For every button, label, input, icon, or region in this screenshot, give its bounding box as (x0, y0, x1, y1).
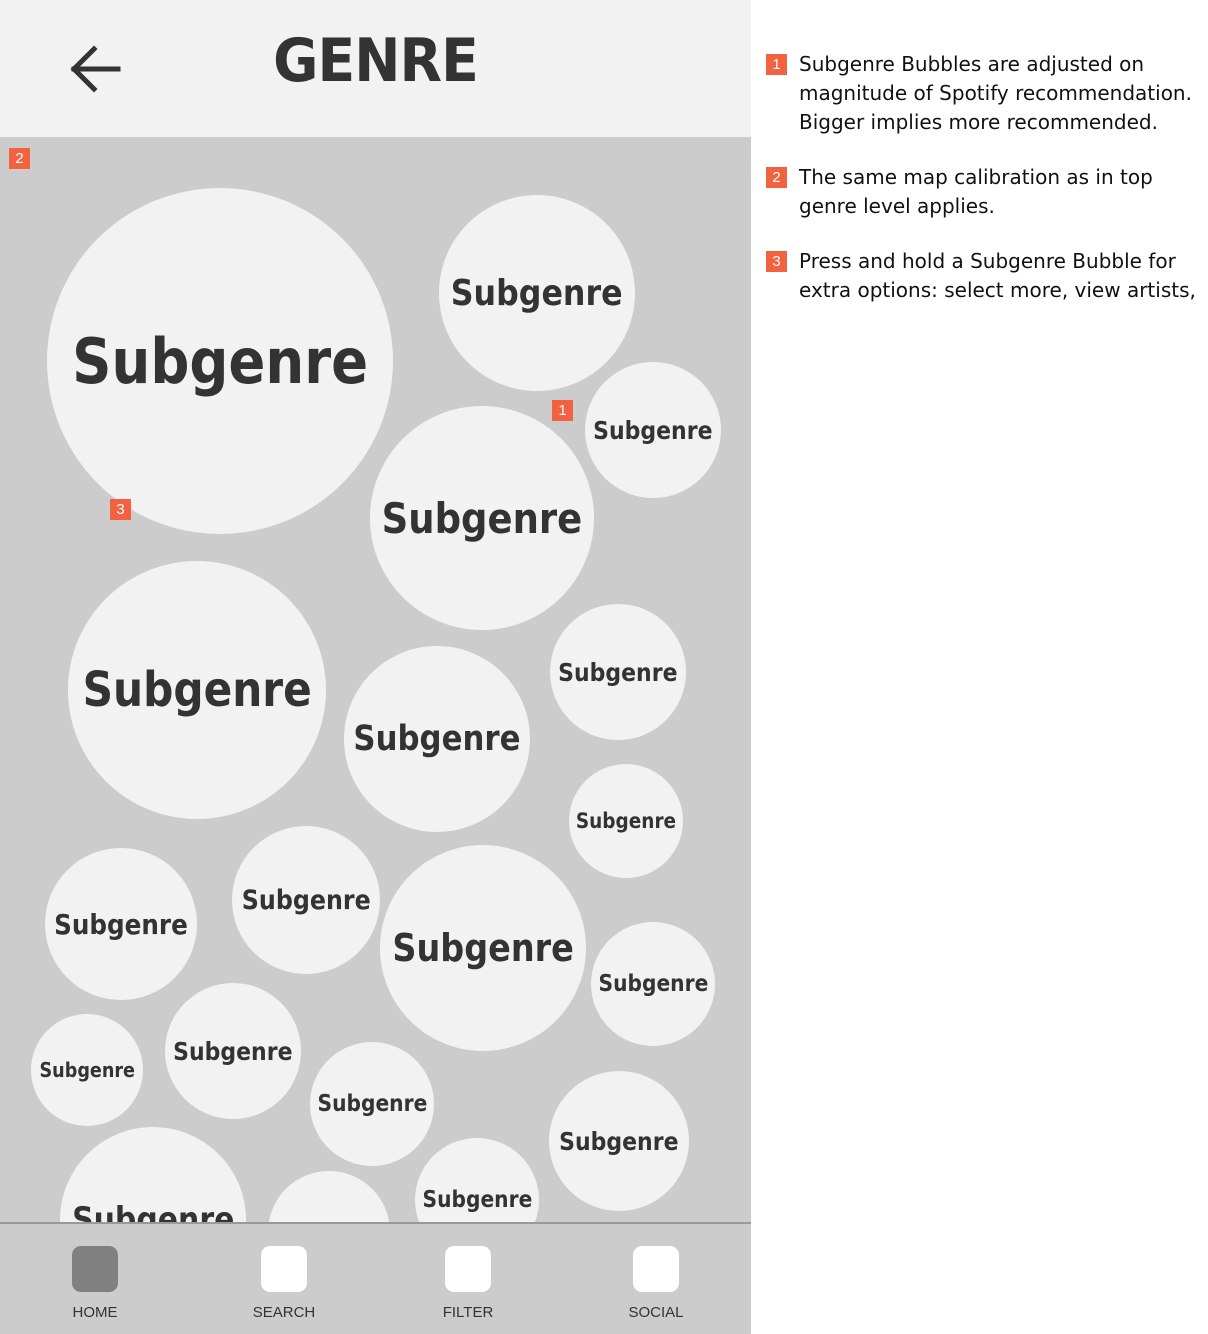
annotation-notes: 1 Subgenre Bubbles are adjusted on magni… (766, 50, 1196, 331)
subgenre-bubble-label: Subgenre (71, 324, 369, 398)
subgenre-bubble[interactable]: Subgenre (370, 406, 594, 630)
note-text-1: Subgenre Bubbles are adjusted on magnitu… (799, 52, 1192, 134)
subgenre-bubble-label: Subgenre (317, 1091, 427, 1117)
note-text-3: Press and hold a Subgenre Bubble for ext… (799, 249, 1196, 302)
nav-item-home[interactable]: HOME (35, 1224, 155, 1334)
subgenre-bubble-label: Subgenre (593, 415, 713, 445)
subgenre-bubble[interactable]: Subgenre (47, 188, 393, 534)
subgenre-bubble[interactable]: Subgenre (585, 362, 721, 498)
social-icon (633, 1246, 679, 1292)
subgenre-bubble-label: Subgenre (422, 1187, 532, 1213)
subgenre-bubble-label: Subgenre (39, 1058, 135, 1082)
home-icon (72, 1246, 118, 1292)
subgenre-bubble-label: Subgenre (575, 809, 677, 833)
note-marker-2: 2 (766, 167, 787, 188)
nav-label-social: SOCIAL (628, 1304, 684, 1321)
back-button[interactable] (60, 33, 132, 105)
subgenre-bubble-label: Subgenre (392, 926, 574, 970)
subgenre-bubble[interactable]: Subgenre (439, 195, 635, 391)
nav-label-search: SEARCH (252, 1304, 316, 1321)
subgenre-bubble[interactable]: Subgenre (68, 561, 326, 819)
nav-label-home: HOME (72, 1304, 118, 1321)
subgenre-bubble[interactable]: Subgenre (60, 1127, 246, 1222)
subgenre-bubble[interactable]: Subgenre (550, 604, 686, 740)
subgenre-bubble-label: Subgenre (559, 1126, 679, 1156)
subgenre-bubble-label: Subgenre (451, 272, 623, 314)
subgenre-bubble-label: Subgenre (598, 971, 708, 997)
nav-item-filter[interactable]: FILTER (408, 1224, 528, 1334)
subgenre-bubble-map[interactable]: Subgenre Subgenre Subgenre Subgenre Subgenre… (1, 137, 751, 1222)
annotation-marker-1: 1 (552, 400, 573, 421)
note-1: 1 Subgenre Bubbles are adjusted on magni… (766, 50, 1196, 137)
subgenre-bubble-label: Subgenre (241, 884, 371, 916)
subgenre-bubble-label: Subgenre (381, 493, 583, 543)
phone-screen: GENRE Subgenre Subgenre Subgenre Subgenre Su… (0, 0, 751, 1334)
subgenre-bubble[interactable]: Subgenre (165, 983, 301, 1119)
note-text-2: The same map calibration as in top genre… (799, 165, 1153, 218)
subgenre-bubble[interactable]: Subgenre (380, 845, 586, 1051)
nav-item-search[interactable]: SEARCH (224, 1224, 344, 1334)
nav-item-social[interactable]: SOCIAL (596, 1224, 716, 1334)
subgenre-bubble-label: Subgenre (71, 1200, 235, 1222)
subgenre-bubble[interactable] (268, 1171, 390, 1222)
subgenre-bubble[interactable]: Subgenre (45, 848, 197, 1000)
annotation-marker-2: 2 (9, 148, 30, 169)
bottom-nav-bar: HOME SEARCH FILTER SOCIAL (0, 1222, 751, 1334)
subgenre-bubble[interactable]: Subgenre (232, 826, 380, 974)
page-title: GENRE (273, 26, 479, 96)
subgenre-bubble-label: Subgenre (82, 662, 312, 718)
annotation-marker-3: 3 (110, 499, 131, 520)
search-icon (261, 1246, 307, 1292)
app-header: GENRE (0, 0, 751, 137)
subgenre-bubble[interactable]: Subgenre (569, 764, 683, 878)
subgenre-bubble[interactable]: Subgenre (591, 922, 715, 1046)
note-3: 3 Press and hold a Subgenre Bubble for e… (766, 247, 1196, 305)
filter-icon (445, 1246, 491, 1292)
subgenre-bubble[interactable]: Subgenre (549, 1071, 689, 1211)
note-marker-3: 3 (766, 251, 787, 272)
subgenre-bubble-label: Subgenre (54, 907, 188, 941)
nav-label-filter: FILTER (442, 1304, 494, 1321)
subgenre-bubble[interactable]: Subgenre (415, 1138, 539, 1222)
subgenre-bubble-label: Subgenre (353, 719, 521, 759)
subgenre-bubble[interactable]: Subgenre (31, 1014, 143, 1126)
arrow-left-icon (70, 45, 121, 93)
subgenre-bubble[interactable]: Subgenre (344, 646, 530, 832)
note-2: 2 The same map calibration as in top gen… (766, 163, 1196, 221)
subgenre-bubble-label: Subgenre (558, 657, 678, 687)
note-marker-1: 1 (766, 54, 787, 75)
subgenre-bubble[interactable]: Subgenre (310, 1042, 434, 1166)
subgenre-bubble-label: Subgenre (173, 1036, 293, 1066)
